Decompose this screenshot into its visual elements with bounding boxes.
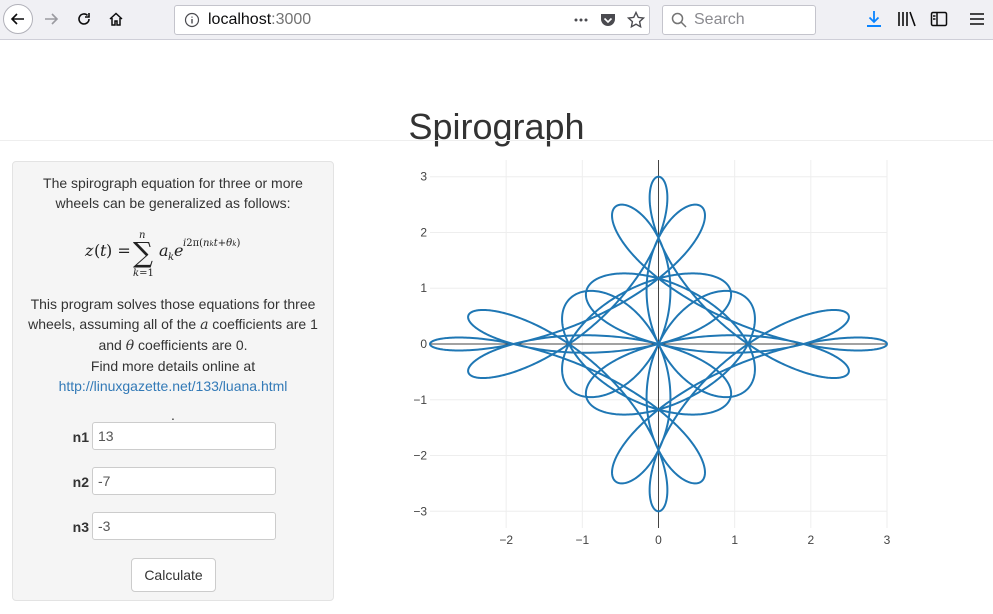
sidebar-icon[interactable] (930, 10, 948, 28)
url-port: :3000 (271, 11, 312, 28)
browser-toolbar: localhost:3000 Search (0, 0, 993, 40)
details-link[interactable]: http://linuxgazette.net/133/luana.html (58, 378, 288, 394)
y-tick-label: −1 (413, 393, 427, 407)
y-tick-label: 3 (420, 170, 427, 184)
input-panel: The spirograph equation for three or mor… (12, 161, 334, 601)
star-icon[interactable] (627, 11, 645, 29)
x-tick-label: 3 (884, 533, 891, 547)
spirograph-curve (429, 175, 888, 513)
title-divider (0, 140, 993, 141)
desc-part3: coefficients are 0. (134, 337, 248, 353)
details-text: Find more details online at (90, 358, 256, 374)
spirograph-formula: z ( t ) = n ∑ k=1 a k e i2π(nkt+θk) (84, 230, 240, 279)
x-tick-label: −1 (575, 533, 589, 547)
description-text: This program solves those equations for … (21, 294, 325, 396)
x-tick-label: 2 (807, 533, 814, 547)
svg-text:z: z (84, 241, 94, 260)
search-bar[interactable]: Search (662, 5, 816, 35)
desc-part1: This program solves those equations for … (28, 296, 316, 332)
svg-text:i2π(nkt+θk): i2π(nkt+θk) (183, 238, 240, 249)
forward-button[interactable] (37, 5, 65, 33)
search-placeholder: Search (694, 11, 745, 28)
desc-part2: coefficients are 1 and (98, 316, 318, 353)
svg-text:n: n (139, 230, 145, 241)
x-tick-label: 1 (731, 533, 738, 547)
dot-text: . (171, 407, 175, 423)
library-icon[interactable] (897, 10, 917, 28)
svg-text:a: a (159, 241, 169, 260)
svg-text:) =: ) = (106, 241, 131, 260)
download-icon[interactable] (866, 10, 882, 28)
n3-label: n3 (72, 519, 89, 535)
back-icon (10, 13, 24, 25)
plot-curve-layer (429, 175, 888, 513)
svg-text:∑: ∑ (133, 236, 153, 269)
y-tick-label: 1 (420, 281, 427, 295)
pocket-icon[interactable] (599, 11, 617, 29)
svg-text:e: e (174, 241, 183, 260)
x-tick-label: 0 (655, 533, 662, 547)
url-text: localhost:3000 (208, 11, 311, 29)
svg-text:k: k (168, 252, 174, 263)
n1-input[interactable] (92, 422, 276, 450)
svg-text:t: t (100, 241, 107, 260)
info-icon[interactable] (184, 12, 200, 28)
y-tick-label: −3 (413, 504, 427, 518)
plot-tick-labels: −2 −1 0 1 2 3 3 2 1 0 −1 −2 −3 (413, 170, 890, 547)
page-title: Spirograph (408, 106, 585, 148)
svg-text:(: ( (94, 241, 100, 260)
desc-a: a (200, 317, 209, 333)
reload-icon (78, 13, 90, 25)
desc-theta: θ (125, 338, 135, 354)
reload-button[interactable] (70, 5, 98, 33)
url-bar[interactable]: localhost:3000 (174, 5, 650, 35)
svg-text:k=1: k=1 (133, 268, 154, 279)
y-tick-label: 0 (420, 337, 427, 351)
y-tick-label: −2 (413, 449, 427, 463)
y-tick-label: 2 (420, 225, 427, 239)
search-icon (671, 12, 687, 28)
calculate-button[interactable]: Calculate (131, 558, 216, 592)
home-button[interactable] (102, 5, 130, 33)
n1-label: n1 (72, 429, 89, 445)
back-button[interactable] (3, 4, 33, 34)
n2-label: n2 (72, 474, 89, 490)
home-icon (109, 12, 123, 26)
url-host: localhost (208, 11, 272, 28)
forward-icon (45, 13, 59, 25)
page-actions-icon[interactable] (573, 11, 589, 29)
intro-text: The spirograph equation for three or mor… (43, 175, 303, 211)
menu-icon[interactable] (968, 10, 986, 28)
x-tick-label: −2 (499, 533, 513, 547)
n2-input[interactable] (92, 467, 276, 495)
spirograph-plot[interactable]: −2 −1 0 1 2 3 3 2 1 0 −1 −2 −3 (395, 150, 915, 560)
n3-input[interactable] (92, 512, 276, 540)
